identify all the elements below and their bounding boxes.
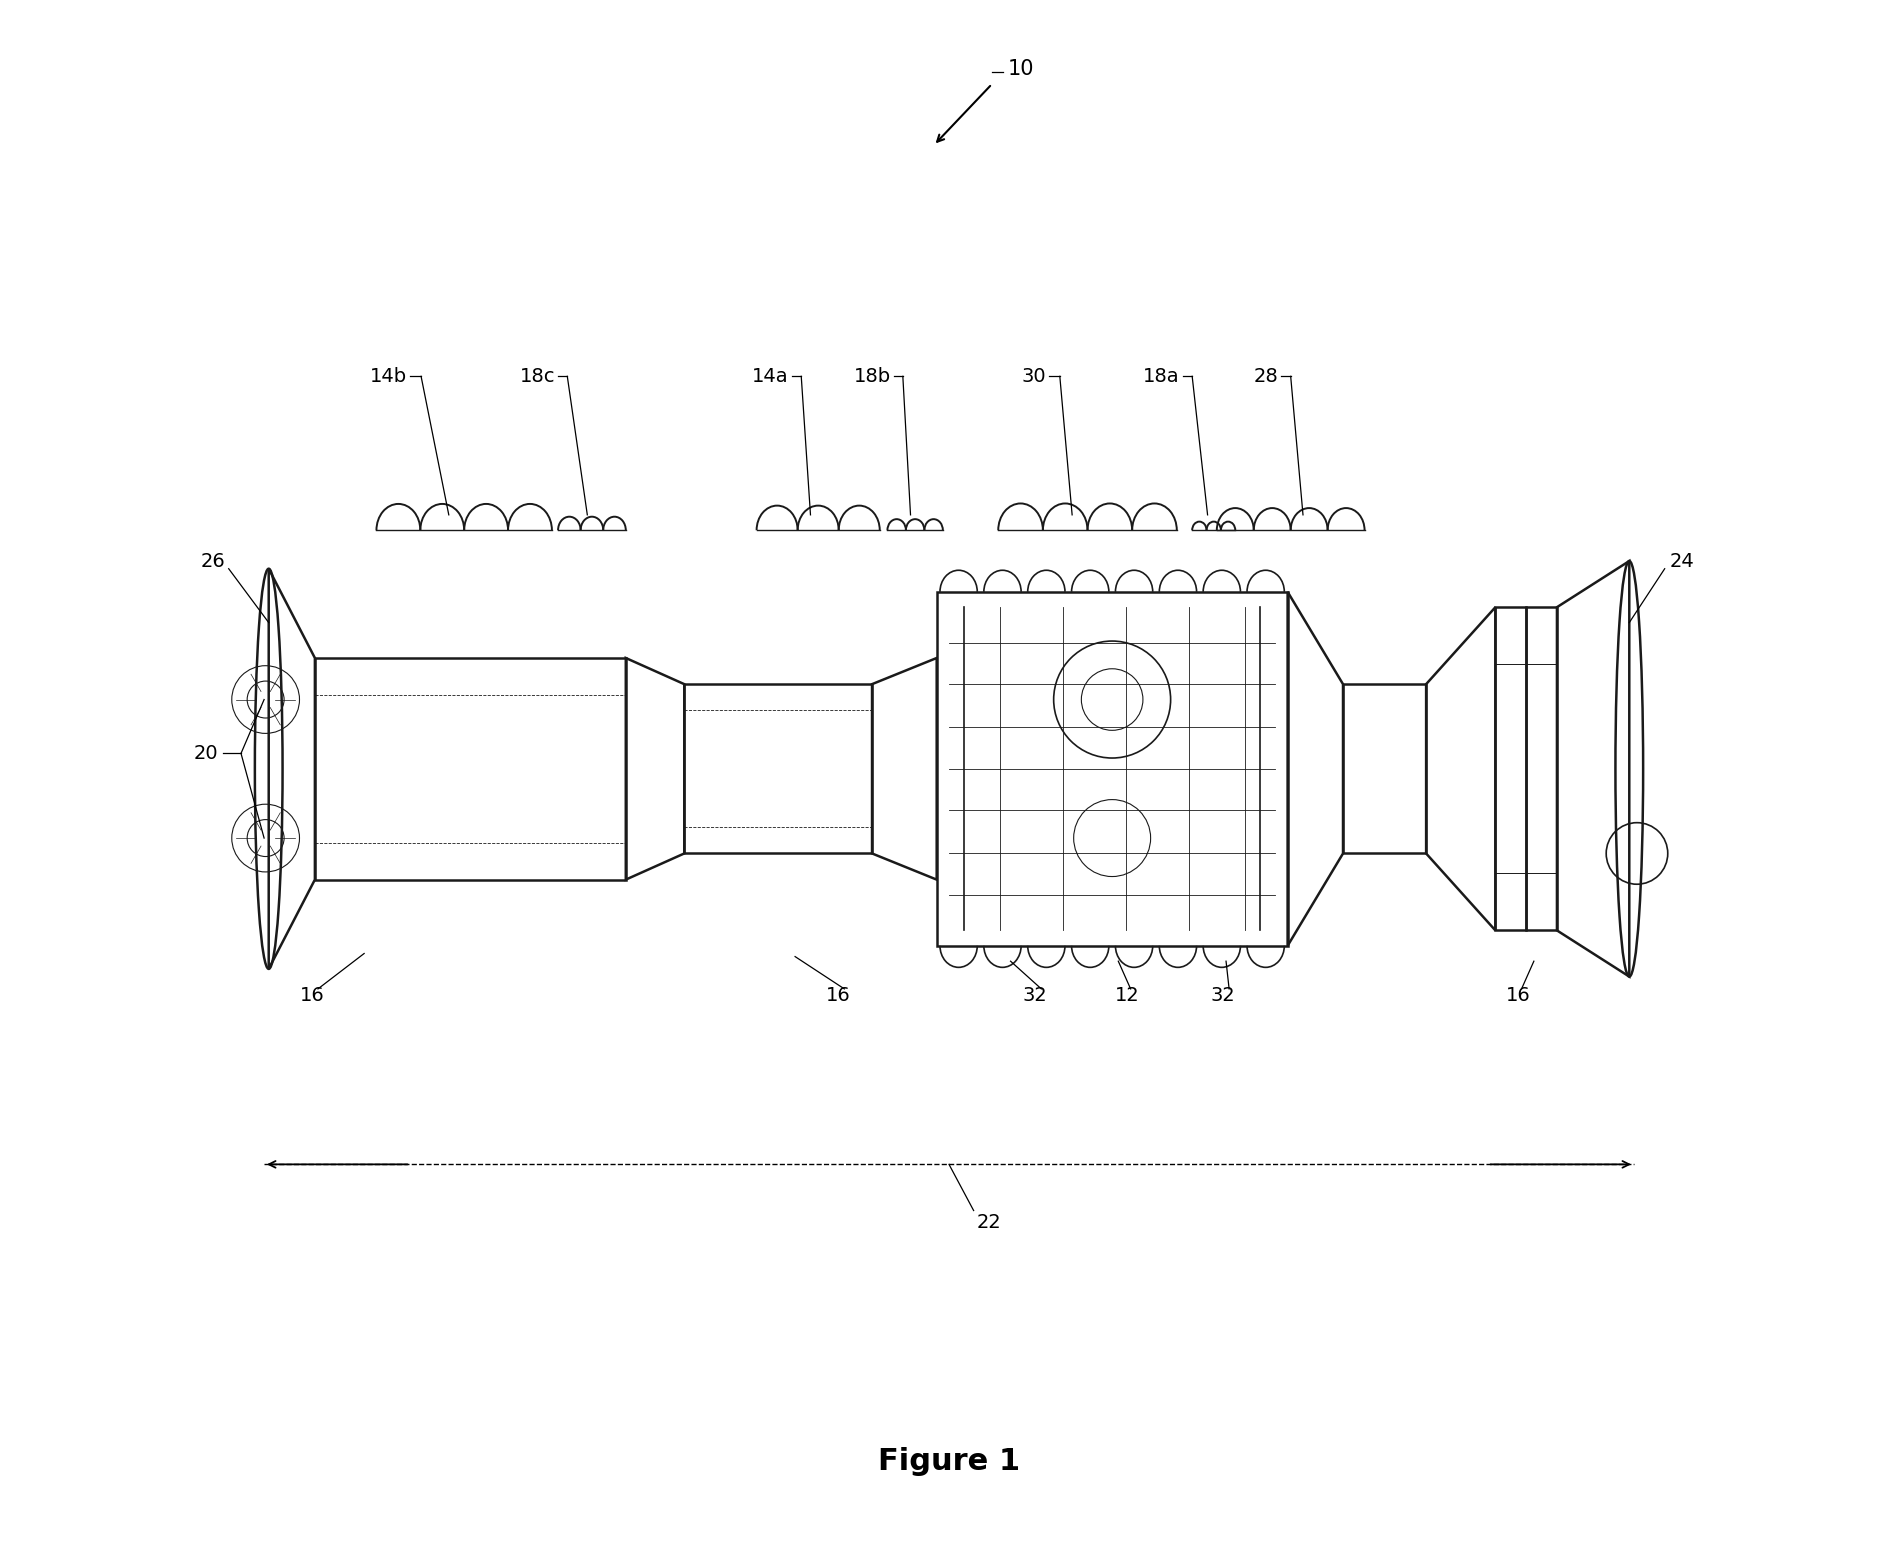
Text: 26: 26 (201, 551, 226, 570)
Text: 12: 12 (1116, 986, 1141, 1005)
Text: 18c: 18c (520, 367, 554, 385)
Text: 16: 16 (826, 986, 850, 1005)
Text: Figure 1: Figure 1 (879, 1447, 1019, 1475)
Text: 14a: 14a (752, 367, 790, 385)
Text: 14b: 14b (370, 367, 408, 385)
Text: 30: 30 (1021, 367, 1046, 385)
Text: 18a: 18a (1143, 367, 1181, 385)
Text: 22: 22 (977, 1213, 1002, 1233)
Text: 20: 20 (194, 744, 218, 763)
Text: 16: 16 (300, 986, 325, 1005)
Text: 32: 32 (1211, 986, 1236, 1005)
Text: 32: 32 (1023, 986, 1048, 1005)
Text: 28: 28 (1253, 367, 1279, 385)
Text: 10: 10 (1008, 59, 1034, 79)
Text: 24: 24 (1670, 551, 1695, 570)
Text: 18b: 18b (854, 367, 890, 385)
Text: 16: 16 (1507, 986, 1532, 1005)
